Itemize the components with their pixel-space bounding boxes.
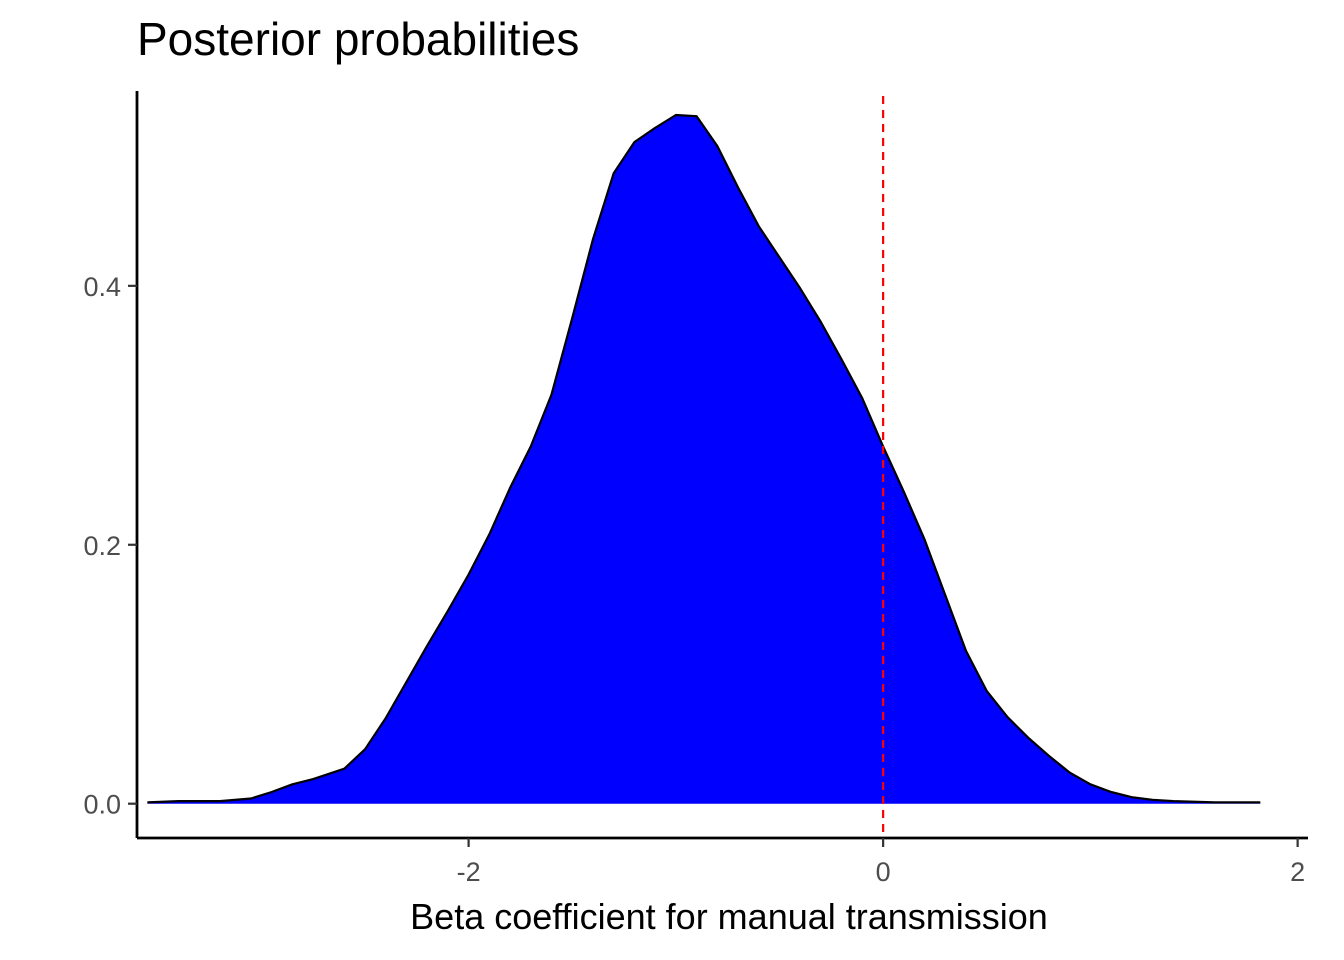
x-axis-title: Beta coefficient for manual transmission (410, 896, 1048, 937)
density-curve (147, 113, 1261, 804)
axis-ticks: -2 0 2 0.0 0.2 0.4 (83, 272, 1305, 887)
x-tick-label: 2 (1290, 857, 1305, 887)
y-tick-label: 0.4 (83, 272, 121, 302)
y-tick-label: 0.0 (83, 790, 121, 820)
density-area (147, 115, 1261, 804)
plot-area (147, 113, 1261, 804)
y-tick-label: 0.2 (83, 531, 121, 561)
chart-title: Posterior probabilities (137, 13, 580, 65)
x-tick-label: -2 (457, 857, 481, 887)
x-tick-label: 0 (876, 857, 891, 887)
